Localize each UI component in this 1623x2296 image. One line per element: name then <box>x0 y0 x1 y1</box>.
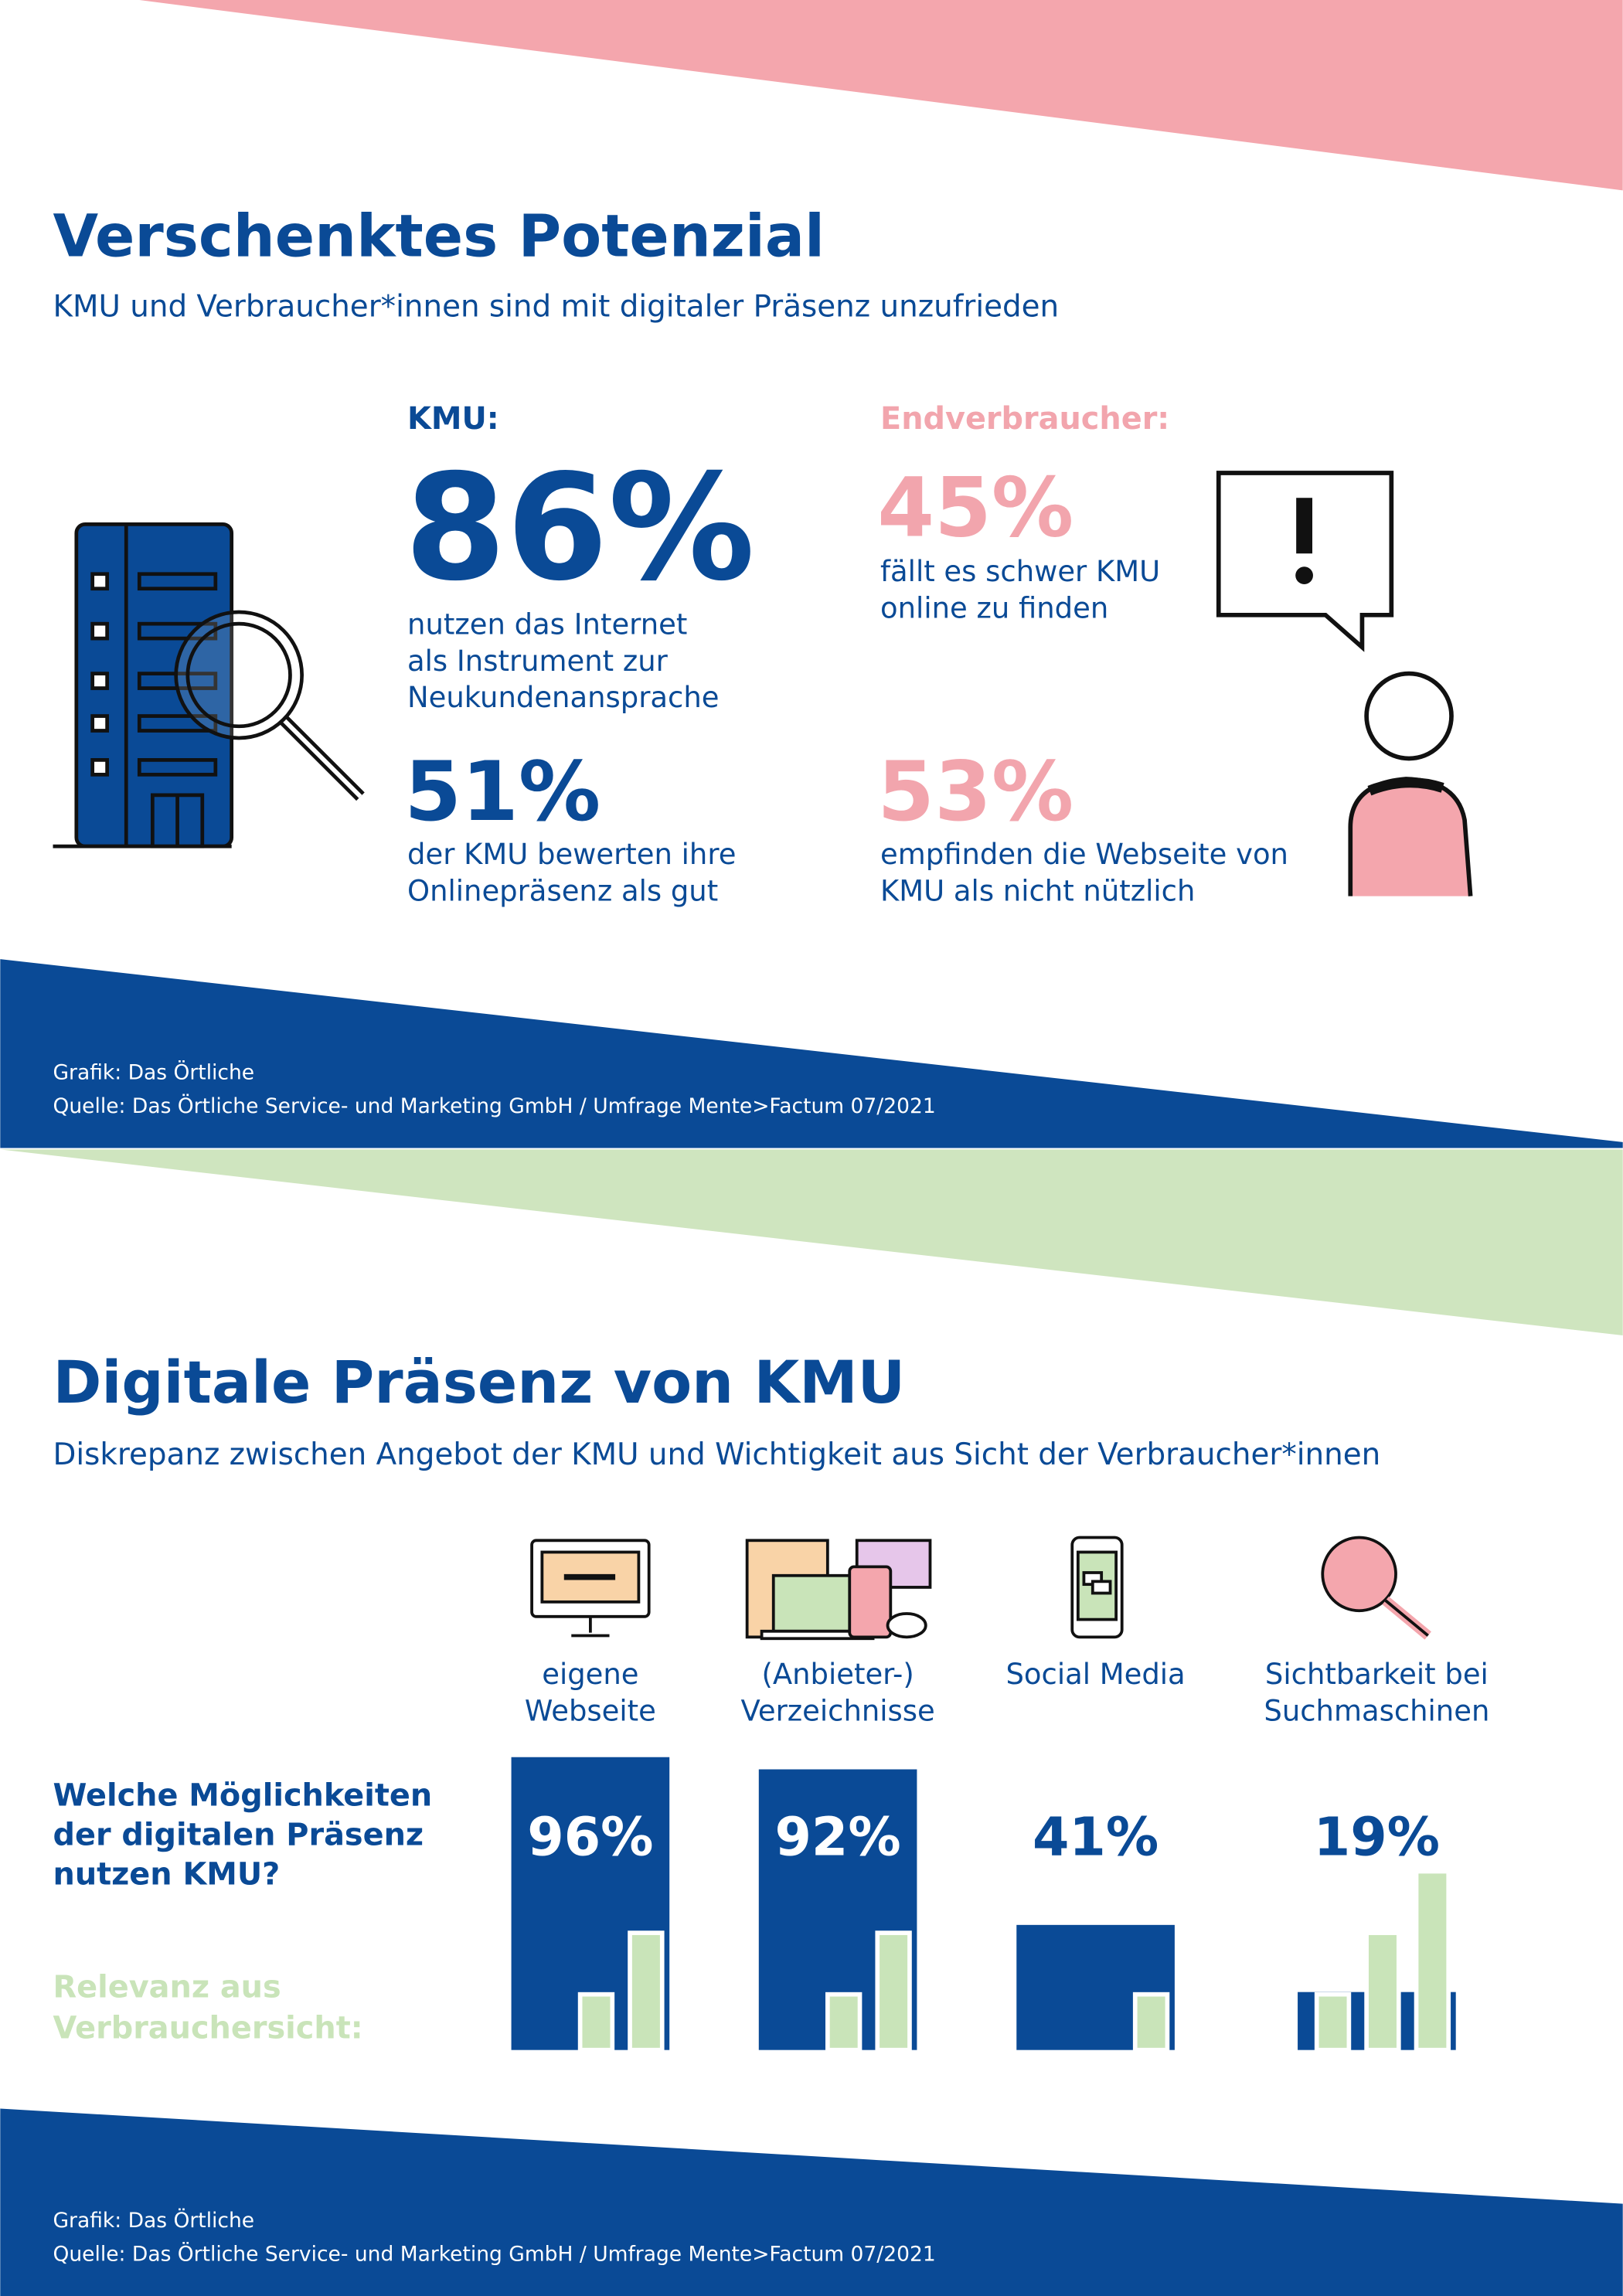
stat-text: nutzen das Internet <box>407 607 687 641</box>
search-icon <box>1321 1536 1431 1640</box>
footer-text: Grafik: Das Örtliche <box>53 1060 255 1084</box>
relevance-bar <box>875 1930 912 2053</box>
stat-text: als Instrument zur <box>407 645 669 678</box>
chart-title: Digitale Präsenz von KMU <box>53 1349 906 1417</box>
group-heading: KMU: <box>407 401 499 437</box>
blue-band <box>0 959 1623 1148</box>
stat-text: Neukundenansprache <box>407 681 719 714</box>
relevance-bar <box>1414 1869 1451 2053</box>
relevance-bar <box>1364 1930 1401 2053</box>
footer-text: Quelle: Das Örtliche Service- und Market… <box>53 2242 936 2267</box>
relevance-bar <box>1314 1992 1352 2053</box>
subtitle: KMU und Verbraucher*innen sind mit digit… <box>53 289 1060 324</box>
question-label: Welche Möglichkeiten <box>53 1777 433 1813</box>
website-icon <box>530 1539 651 1638</box>
directory-icon <box>745 1539 932 1641</box>
category-label: Suchmaschinen <box>1264 1694 1489 1727</box>
stat-text: KMU als nicht nützlich <box>880 874 1195 907</box>
stat-text: empfinden die Webseite von <box>880 838 1288 871</box>
relevance-bar <box>628 1930 665 2053</box>
value-label: 41% <box>1033 1808 1159 1869</box>
relevance-bar <box>825 1992 863 2053</box>
stat-figure: 53% <box>877 745 1073 840</box>
footer-text: Grafik: Das Örtliche <box>53 2208 255 2233</box>
relevance-label: Verbrauchersicht: <box>53 2011 363 2046</box>
chart-subtitle: Diskrepanz zwischen Angebot der KMU und … <box>53 1437 1381 1472</box>
category-label: eigene <box>542 1658 638 1691</box>
value-label: 92% <box>774 1808 900 1869</box>
category-label: Sichtbarkeit bei <box>1265 1658 1489 1691</box>
building-icon <box>53 522 365 849</box>
stat-figure: 86% <box>404 442 755 613</box>
stat-figure: 51% <box>404 745 601 840</box>
relevance-label: Relevanz aus <box>53 1969 281 2005</box>
question-label: nutzen KMU? <box>53 1857 281 1893</box>
relevance-bar <box>577 1992 615 2053</box>
relevance-bar <box>1132 1992 1170 2053</box>
value-label: 19% <box>1314 1808 1440 1869</box>
category-label: Verzeichnisse <box>740 1694 934 1727</box>
footer-text: Quelle: Das Örtliche Service- und Market… <box>53 1094 936 1118</box>
blue-band <box>0 2108 1623 2296</box>
category-label: Social Media <box>1005 1658 1185 1691</box>
person-icon <box>1348 671 1473 896</box>
title: Verschenktes Potenzial <box>53 202 825 270</box>
green-band <box>0 1149 1623 1336</box>
social-icon <box>1070 1536 1124 1639</box>
alert-bubble-icon <box>1216 471 1394 652</box>
question-label: der digitalen Präsenz <box>53 1817 424 1852</box>
pink-band <box>139 0 1623 191</box>
category-label: (Anbieter-) <box>761 1658 914 1691</box>
stat-figure: 45% <box>877 461 1073 556</box>
stat-text: Onlinepräsenz als gut <box>407 874 718 907</box>
stat-text: online zu finden <box>880 592 1108 625</box>
category-label: Webseite <box>525 1694 656 1727</box>
stat-text: fällt es schwer KMU <box>880 555 1160 588</box>
stat-text: der KMU bewerten ihre <box>407 838 736 871</box>
value-label: 96% <box>527 1808 653 1869</box>
group-heading: Endverbraucher: <box>880 401 1169 437</box>
